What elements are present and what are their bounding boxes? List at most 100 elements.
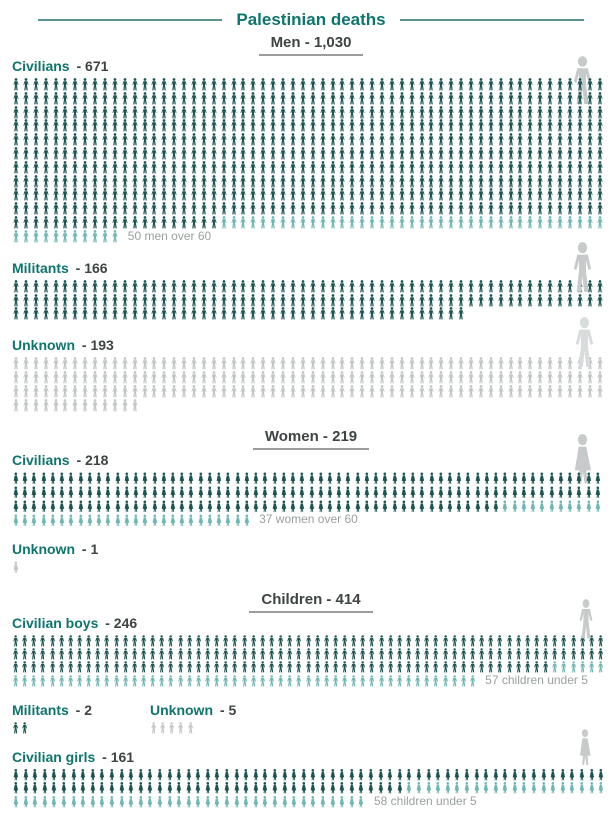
person-icon [13,188,19,201]
person-icon [92,307,98,320]
person-icon [13,174,19,187]
person-icon [339,91,345,105]
person-icon [177,647,183,660]
person-icon [448,174,454,187]
person-icon [320,279,326,293]
person-icon [270,293,276,306]
person-icon [359,307,365,320]
person-icon [170,472,176,485]
person-icon [187,721,193,734]
person-icon [527,279,533,293]
person-icon [86,647,92,660]
person-icon [369,660,375,673]
person-icon [299,499,305,512]
person-icon [310,202,316,215]
person-icon [69,486,74,498]
person-icon [280,216,286,229]
person-icon [33,105,39,118]
person-icon [329,91,336,105]
person-icon [250,202,256,215]
person-icon [320,160,326,174]
person-icon [191,293,197,306]
person-icon [41,513,46,526]
person-icon [598,781,604,794]
person-icon [13,357,19,370]
person-icon [72,133,78,146]
person-icon [157,781,163,794]
person-icon [132,371,138,384]
person-icon [250,293,256,306]
person-icon [507,174,514,187]
person-icon [33,357,39,370]
person-icon [587,188,593,201]
person-icon [426,781,431,794]
person-icon [82,371,88,384]
person-icon [112,307,118,320]
person-icon [115,472,120,485]
person-icon [291,768,297,781]
person-icon [448,384,454,398]
person-icon [369,384,375,398]
person-icon [351,647,357,660]
person-icon [151,371,158,384]
person-icon [122,384,128,398]
person-icon [470,634,476,647]
person-icon [214,660,220,673]
person-icon [152,499,157,512]
person-icon [418,105,425,118]
person-icon [112,160,118,174]
person-icon [310,188,316,201]
person-icon [33,160,39,174]
person-icon [280,105,286,118]
person-icon [191,105,197,118]
person-icon [78,472,83,485]
person-icon [151,384,158,398]
person-icon [211,216,217,229]
person-icon [409,119,415,132]
person-icon [23,188,29,201]
page-title: Palestinian deaths [236,10,386,29]
person-icon [112,216,118,229]
person-icon [369,307,375,320]
person-icon [82,119,88,132]
person-icon [112,230,118,243]
person-icon [296,634,302,647]
person-icon [241,647,247,660]
person-icon [142,216,148,229]
person-icon [240,147,247,160]
person-icon [151,279,158,293]
person-icon [62,398,69,411]
person-icon [589,647,594,660]
person-icon [260,174,266,187]
person-icon [314,647,320,660]
person-icon [329,147,336,160]
person-icon [223,660,229,673]
group-name: Civilian boys [12,614,99,631]
person-icon [488,147,494,160]
person-icon [113,674,119,687]
person-icon [260,105,266,118]
person-icon [138,768,143,781]
group-heading: Militants - 166 [12,260,610,276]
person-icon [516,660,521,673]
person-icon [132,293,138,306]
person-icon [290,371,296,384]
person-icon [397,768,402,781]
person-icon [171,202,177,215]
person-icon [488,293,494,306]
person-icon [557,119,563,132]
person-icon [329,371,336,384]
person-icon [567,486,573,498]
person-icon [498,174,504,187]
person-icon [260,78,266,91]
person-icon [102,384,108,398]
person-icon [379,216,385,229]
person-icon [406,660,412,673]
person-icon [442,634,448,647]
person-icon [464,768,470,781]
person-icon [558,486,564,498]
person-icon [171,147,177,160]
person-icon [442,674,448,687]
person-icon [517,119,523,132]
person-icon [399,357,405,370]
